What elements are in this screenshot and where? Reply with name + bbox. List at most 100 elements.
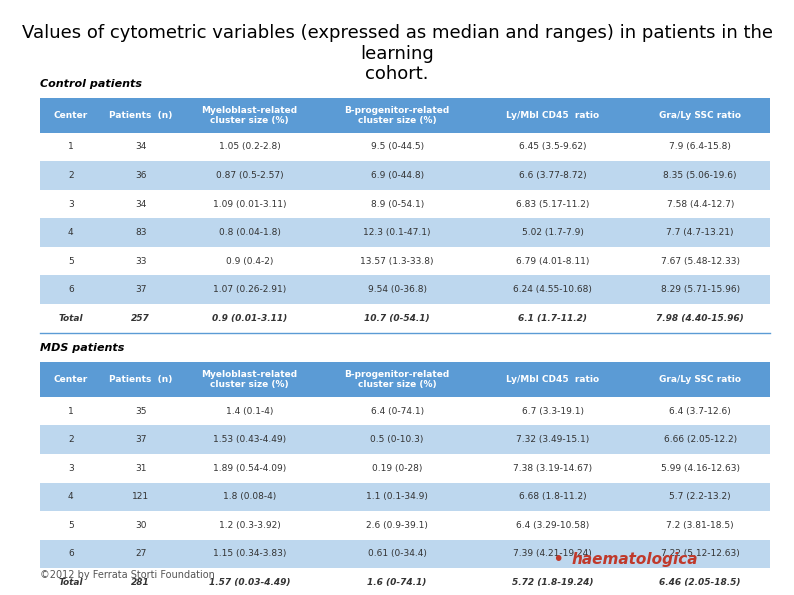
Text: Center: Center — [54, 111, 88, 120]
Text: 37: 37 — [135, 285, 146, 295]
Text: 6.1 (1.7-11.2): 6.1 (1.7-11.2) — [518, 314, 587, 323]
Text: 1.1 (0.1-34.9): 1.1 (0.1-34.9) — [366, 492, 428, 502]
Text: 1.2 (0.3-3.92): 1.2 (0.3-3.92) — [218, 521, 280, 530]
Text: Total: Total — [59, 314, 83, 323]
Text: 6.9 (0-44.8): 6.9 (0-44.8) — [371, 171, 424, 180]
Text: 12.3 (0.1-47.1): 12.3 (0.1-47.1) — [364, 228, 431, 237]
FancyBboxPatch shape — [40, 362, 770, 397]
Text: 6.68 (1.8-11.2): 6.68 (1.8-11.2) — [518, 492, 587, 502]
Text: 6.83 (5.17-11.2): 6.83 (5.17-11.2) — [516, 199, 589, 209]
FancyBboxPatch shape — [40, 161, 770, 190]
Text: 8.29 (5.71-15.96): 8.29 (5.71-15.96) — [661, 285, 740, 295]
Text: 30: 30 — [135, 521, 146, 530]
Text: 7.9 (6.4-15.8): 7.9 (6.4-15.8) — [669, 142, 731, 152]
Text: 2.6 (0.9-39.1): 2.6 (0.9-39.1) — [366, 521, 428, 530]
Text: 257: 257 — [131, 314, 150, 323]
Text: 6.6 (3.77-8.72): 6.6 (3.77-8.72) — [518, 171, 587, 180]
Text: 2: 2 — [68, 171, 74, 180]
Text: 6.7 (3.3-19.1): 6.7 (3.3-19.1) — [522, 406, 584, 416]
Text: 9.54 (0-36.8): 9.54 (0-36.8) — [368, 285, 426, 295]
FancyBboxPatch shape — [40, 397, 770, 425]
Text: B-progenitor-related
cluster size (%): B-progenitor-related cluster size (%) — [345, 106, 449, 125]
Text: Control patients: Control patients — [40, 79, 141, 89]
Text: 6.4 (0-74.1): 6.4 (0-74.1) — [371, 406, 424, 416]
Text: 36: 36 — [135, 171, 146, 180]
Text: 8.9 (0-54.1): 8.9 (0-54.1) — [371, 199, 424, 209]
Text: 281: 281 — [131, 578, 150, 587]
Text: 2: 2 — [68, 435, 74, 444]
Text: 13.57 (1.3-33.8): 13.57 (1.3-33.8) — [360, 256, 434, 266]
FancyBboxPatch shape — [40, 304, 770, 333]
Text: 1.07 (0.26-2.91): 1.07 (0.26-2.91) — [213, 285, 286, 295]
Text: 6.4 (3.7-12.6): 6.4 (3.7-12.6) — [669, 406, 731, 416]
Text: 1.89 (0.54-4.09): 1.89 (0.54-4.09) — [213, 464, 286, 473]
Text: 6.79 (4.01-8.11): 6.79 (4.01-8.11) — [516, 256, 589, 266]
Text: 0.8 (0.04-1.8): 0.8 (0.04-1.8) — [218, 228, 280, 237]
FancyBboxPatch shape — [40, 483, 770, 511]
Text: 7.32 (3.49-15.1): 7.32 (3.49-15.1) — [516, 435, 589, 444]
Text: 7.67 (5.48-12.33): 7.67 (5.48-12.33) — [661, 256, 740, 266]
FancyBboxPatch shape — [40, 98, 770, 133]
Text: 4: 4 — [68, 492, 74, 502]
Text: 9.5 (0-44.5): 9.5 (0-44.5) — [371, 142, 424, 152]
Text: 7.7 (4.7-13.21): 7.7 (4.7-13.21) — [666, 228, 734, 237]
Text: 1.05 (0.2-2.8): 1.05 (0.2-2.8) — [218, 142, 280, 152]
Text: 27: 27 — [135, 549, 146, 559]
Text: 3: 3 — [68, 464, 74, 473]
Text: Center: Center — [54, 375, 88, 384]
Text: 7.22 (5.12-12.63): 7.22 (5.12-12.63) — [661, 549, 740, 559]
Text: 0.5 (0-10.3): 0.5 (0-10.3) — [371, 435, 424, 444]
Text: haematologica: haematologica — [572, 552, 698, 567]
Text: Patients  (n): Patients (n) — [109, 111, 172, 120]
FancyBboxPatch shape — [40, 275, 770, 304]
Text: 37: 37 — [135, 435, 146, 444]
Text: 1.15 (0.34-3.83): 1.15 (0.34-3.83) — [213, 549, 286, 559]
Text: 1.57 (0.03-4.49): 1.57 (0.03-4.49) — [209, 578, 291, 587]
Text: Gra/Ly SSC ratio: Gra/Ly SSC ratio — [659, 375, 742, 384]
Text: MDS patients: MDS patients — [40, 343, 124, 353]
FancyBboxPatch shape — [40, 540, 770, 568]
FancyBboxPatch shape — [40, 218, 770, 247]
Text: 4: 4 — [68, 228, 74, 237]
Text: 3: 3 — [68, 199, 74, 209]
Text: 5.02 (1.7-7.9): 5.02 (1.7-7.9) — [522, 228, 584, 237]
Text: 7.2 (3.81-18.5): 7.2 (3.81-18.5) — [666, 521, 734, 530]
Text: 1.8 (0.08-4): 1.8 (0.08-4) — [223, 492, 276, 502]
Text: 1: 1 — [68, 142, 74, 152]
Text: 31: 31 — [135, 464, 146, 473]
FancyBboxPatch shape — [40, 454, 770, 483]
FancyBboxPatch shape — [40, 568, 770, 595]
FancyBboxPatch shape — [40, 133, 770, 161]
Text: 7.38 (3.19-14.67): 7.38 (3.19-14.67) — [513, 464, 592, 473]
FancyBboxPatch shape — [40, 247, 770, 275]
Text: 5.7 (2.2-13.2): 5.7 (2.2-13.2) — [669, 492, 731, 502]
Text: 6.45 (3.5-9.62): 6.45 (3.5-9.62) — [518, 142, 586, 152]
Text: 10.7 (0-54.1): 10.7 (0-54.1) — [364, 314, 430, 323]
Text: Patients  (n): Patients (n) — [109, 375, 172, 384]
Text: 6.66 (2.05-12.2): 6.66 (2.05-12.2) — [664, 435, 737, 444]
FancyBboxPatch shape — [40, 511, 770, 540]
Text: 1.4 (0.1-4): 1.4 (0.1-4) — [225, 406, 273, 416]
Text: 7.39 (4.21-19.24): 7.39 (4.21-19.24) — [513, 549, 592, 559]
Text: 0.9 (0.01-3.11): 0.9 (0.01-3.11) — [212, 314, 287, 323]
Text: 1.6 (0-74.1): 1.6 (0-74.1) — [368, 578, 427, 587]
Text: 8.35 (5.06-19.6): 8.35 (5.06-19.6) — [664, 171, 737, 180]
Text: Values of cytometric variables (expressed as median and ranges) in patients in t: Values of cytometric variables (expresse… — [21, 24, 773, 83]
Text: 121: 121 — [132, 492, 149, 502]
Text: Ly/Mbl CD45  ratio: Ly/Mbl CD45 ratio — [506, 375, 599, 384]
Text: B-progenitor-related
cluster size (%): B-progenitor-related cluster size (%) — [345, 370, 449, 389]
Text: 6.24 (4.55-10.68): 6.24 (4.55-10.68) — [513, 285, 592, 295]
Text: 5: 5 — [68, 256, 74, 266]
Text: Ly/Mbl CD45  ratio: Ly/Mbl CD45 ratio — [506, 111, 599, 120]
FancyBboxPatch shape — [40, 190, 770, 218]
Text: •: • — [552, 550, 563, 569]
Text: Total: Total — [59, 578, 83, 587]
Text: 6: 6 — [68, 285, 74, 295]
Text: 5.72 (1.8-19.24): 5.72 (1.8-19.24) — [512, 578, 593, 587]
Text: 5.99 (4.16-12.63): 5.99 (4.16-12.63) — [661, 464, 740, 473]
Text: 1.09 (0.01-3.11): 1.09 (0.01-3.11) — [213, 199, 287, 209]
Text: Myeloblast-related
cluster size (%): Myeloblast-related cluster size (%) — [202, 106, 298, 125]
Text: 0.61 (0-34.4): 0.61 (0-34.4) — [368, 549, 426, 559]
Text: 83: 83 — [135, 228, 146, 237]
Text: 5: 5 — [68, 521, 74, 530]
